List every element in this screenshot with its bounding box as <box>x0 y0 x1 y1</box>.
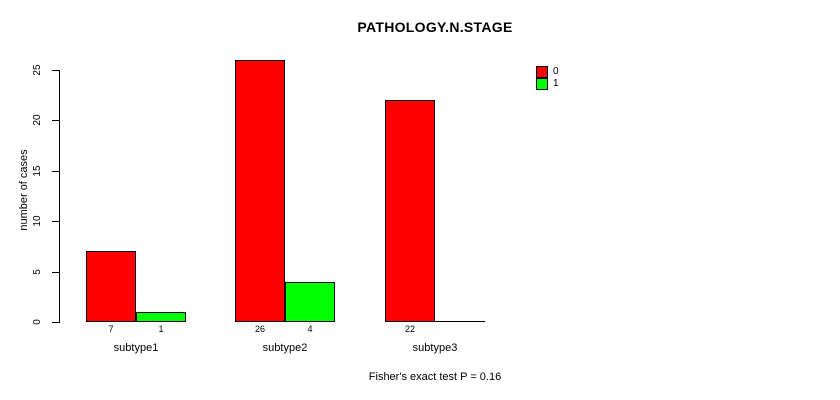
y-tick-label: 5 <box>32 268 43 275</box>
y-axis-label: number of cases <box>18 149 30 231</box>
bar-subtype3-1-zero <box>435 321 485 322</box>
chart-title: PATHOLOGY.N.STAGE <box>357 19 513 35</box>
legend-item-0: 0 <box>536 66 559 78</box>
bar-count-label: 22 <box>404 324 416 334</box>
legend-swatch-1 <box>536 78 548 90</box>
y-tick-label: 20 <box>32 114 43 126</box>
y-tick-label: 0 <box>32 319 43 325</box>
legend-swatch-0 <box>536 66 548 78</box>
y-tick-mark <box>52 70 60 71</box>
bar-subtype1-0 <box>86 251 136 322</box>
bar-count-label: 1 <box>158 324 164 334</box>
legend-item-1: 1 <box>536 78 559 90</box>
bar-subtype2-0 <box>235 60 285 322</box>
y-tick-mark <box>52 171 60 172</box>
bar-subtype3-0 <box>385 100 435 322</box>
bar-count-label: 26 <box>254 324 266 334</box>
category-label-subtype1: subtype1 <box>113 342 159 354</box>
legend-label: 0 <box>553 66 559 77</box>
bar-subtype2-1 <box>285 282 335 322</box>
y-tick-label: 15 <box>32 165 43 177</box>
category-label-subtype3: subtype3 <box>412 342 458 354</box>
y-tick-mark <box>52 272 60 273</box>
y-tick-label: 25 <box>32 64 43 76</box>
y-axis-line <box>59 70 60 323</box>
y-tick-mark <box>52 221 60 222</box>
y-tick-label: 10 <box>32 215 43 227</box>
legend-label: 1 <box>553 78 559 89</box>
bar-count-label: 7 <box>108 324 114 334</box>
annotation-fisher-test: Fisher's exact test P = 0.16 <box>368 371 502 383</box>
y-tick-mark <box>52 120 60 121</box>
category-label-subtype2: subtype2 <box>262 342 308 354</box>
bar-subtype1-1 <box>136 312 186 322</box>
bar-count-label: 4 <box>307 324 313 334</box>
y-tick-mark <box>52 322 60 323</box>
